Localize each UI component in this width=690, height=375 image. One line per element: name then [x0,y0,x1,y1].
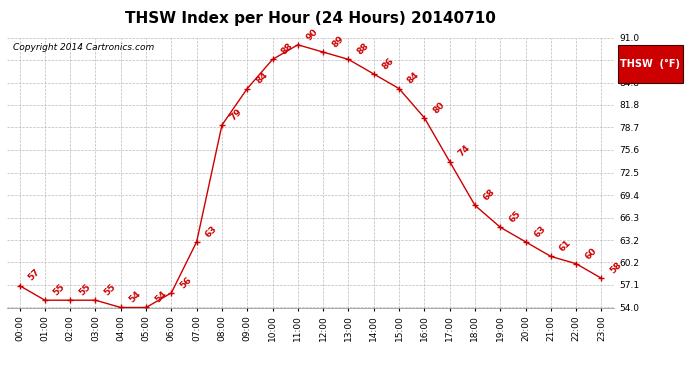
Text: 89: 89 [330,34,346,50]
Text: 79: 79 [229,107,244,122]
Text: THSW  (°F): THSW (°F) [620,59,680,69]
Text: 63: 63 [204,224,219,239]
Text: 80: 80 [431,100,446,115]
Text: 74: 74 [457,143,472,159]
Text: 55: 55 [52,282,67,297]
Text: Copyright 2014 Cartronics.com: Copyright 2014 Cartronics.com [13,43,155,52]
Text: 57: 57 [26,267,42,283]
Text: 68: 68 [482,188,497,202]
Text: 60: 60 [583,246,598,261]
Text: 61: 61 [558,238,573,254]
Text: 88: 88 [355,41,371,57]
Text: 55: 55 [77,282,92,297]
Text: THSW Index per Hour (24 Hours) 20140710: THSW Index per Hour (24 Hours) 20140710 [125,11,496,26]
Text: 84: 84 [406,70,422,86]
Text: 56: 56 [178,275,193,290]
Text: 54: 54 [128,290,143,305]
Text: 65: 65 [507,209,522,225]
Text: 54: 54 [153,290,168,305]
Text: 55: 55 [102,282,117,297]
Text: 58: 58 [609,260,624,276]
Text: 84: 84 [254,70,270,86]
Text: 86: 86 [381,56,396,71]
Text: 88: 88 [279,41,295,57]
Text: 63: 63 [533,224,548,239]
Text: 90: 90 [305,27,320,42]
